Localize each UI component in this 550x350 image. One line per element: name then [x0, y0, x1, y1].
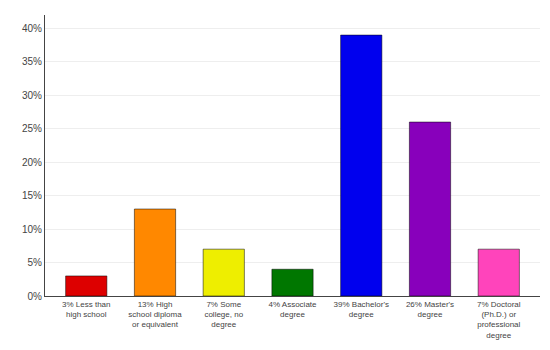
svg-text:10%: 10%	[22, 224, 42, 235]
svg-text:25%: 25%	[22, 123, 42, 134]
svg-text:3% Less thanhigh school: 3% Less thanhigh school	[62, 300, 110, 319]
svg-text:4% Associatedegree: 4% Associatedegree	[268, 300, 317, 319]
svg-text:7% Doctoral(Ph.D.) orprofessio: 7% Doctoral(Ph.D.) orprofessionaldegree	[477, 300, 521, 340]
svg-text:40%: 40%	[22, 23, 42, 34]
svg-text:20%: 20%	[22, 157, 42, 168]
svg-text:5%: 5%	[28, 257, 43, 268]
svg-text:13% Highschool diplomaor equiv: 13% Highschool diplomaor equivalent	[128, 300, 182, 330]
svg-text:15%: 15%	[22, 190, 42, 201]
svg-text:30%: 30%	[22, 90, 42, 101]
svg-text:35%: 35%	[22, 56, 42, 67]
svg-text:7% Somecollege, nodegree: 7% Somecollege, nodegree	[204, 300, 243, 330]
svg-text:26% Master'sdegree: 26% Master'sdegree	[406, 300, 454, 319]
svg-text:0%: 0%	[28, 291, 43, 302]
svg-text:39% Bachelor'sdegree: 39% Bachelor'sdegree	[334, 300, 389, 319]
